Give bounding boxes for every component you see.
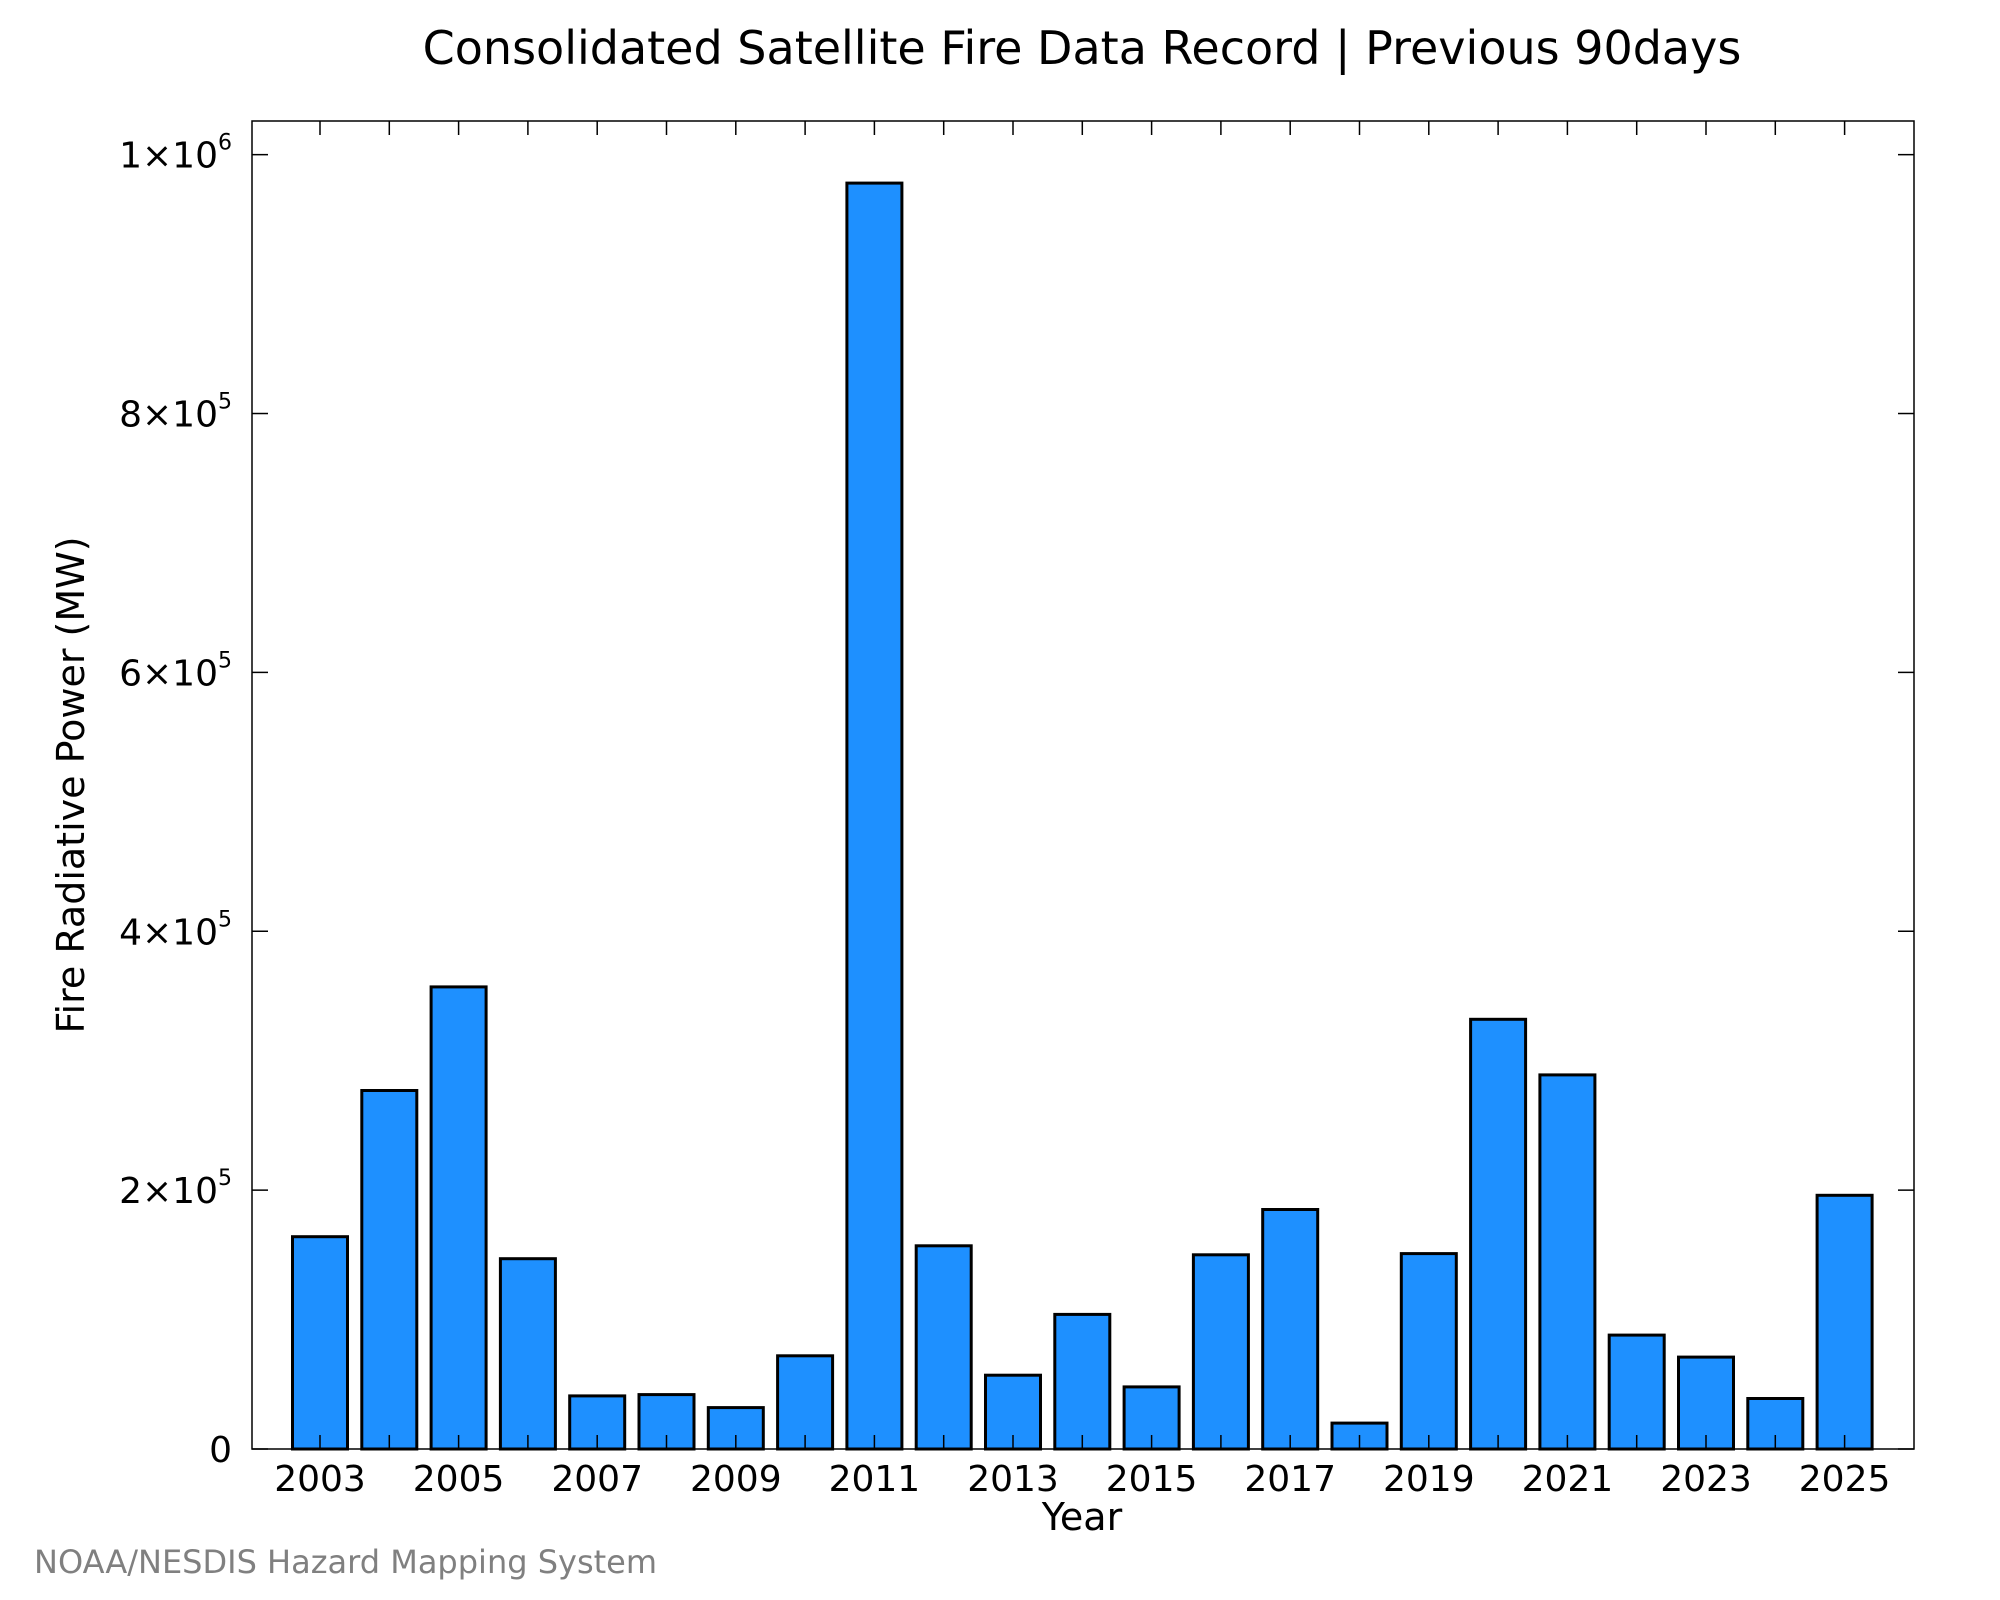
bar-2006 [498, 1257, 557, 1451]
y-tick-label-0: 0 [209, 1430, 232, 1471]
y-axis-label: Fire Radiative Power (MW) [49, 536, 93, 1033]
bars-group [291, 181, 1874, 1451]
bar-2016 [1191, 1253, 1250, 1451]
y-tick-label-200000: 2×105 [119, 1166, 232, 1212]
x-axis-label: Year [1041, 1495, 1123, 1539]
x-tick-label-2015: 2015 [1106, 1459, 1198, 1500]
bar-2021 [1538, 1073, 1597, 1451]
source-credit: NOAA/NESDIS Hazard Mapping System [34, 1543, 657, 1581]
bar-2025 [1815, 1193, 1874, 1451]
x-tick-label-2019: 2019 [1383, 1459, 1475, 1500]
x-tick-label-2023: 2023 [1660, 1459, 1752, 1500]
x-tick-label-2013: 2013 [967, 1459, 1059, 1500]
y-ticks-group: 0 2×105 4×105 6×105 8×105 1×106 [119, 131, 1914, 1471]
x-tick-label-2007: 2007 [551, 1459, 643, 1500]
bar-2010 [776, 1354, 835, 1451]
bar-2011 [845, 181, 904, 1451]
y-tick-label-400000: 4×105 [119, 907, 232, 953]
x-tick-label-2011: 2011 [829, 1459, 921, 1500]
bar-2004 [360, 1089, 419, 1451]
x-tick-label-2021: 2021 [1522, 1459, 1614, 1500]
bar-2003 [291, 1235, 349, 1451]
bar-2012 [914, 1244, 973, 1451]
bar-2019 [1399, 1252, 1458, 1451]
bar-2020 [1469, 1017, 1528, 1451]
bar-2005 [429, 985, 488, 1451]
bar-2022 [1607, 1333, 1666, 1451]
x-ticks-group: 2003 2005 2007 2009 2011 2013 2015 2017 2019 2021… [274, 121, 1890, 1500]
x-tick-label-2005: 2005 [413, 1459, 505, 1500]
x-tick-label-2025: 2025 [1799, 1459, 1891, 1500]
x-tick-label-2003: 2003 [274, 1459, 366, 1500]
y-tick-label-800000: 8×105 [119, 390, 232, 436]
plot-frame [251, 120, 1915, 1450]
bar-2017 [1261, 1208, 1320, 1451]
bar-2023 [1677, 1355, 1735, 1451]
x-tick-label-2009: 2009 [690, 1459, 782, 1500]
bar-2014 [1053, 1312, 1112, 1451]
x-tick-label-2017: 2017 [1244, 1459, 1336, 1500]
y-tick-label-600000: 6×105 [119, 648, 232, 694]
y-tick-label-1000000: 1×106 [119, 131, 232, 177]
chart-title: Consolidated Satellite Fire Data Record … [423, 21, 1742, 76]
